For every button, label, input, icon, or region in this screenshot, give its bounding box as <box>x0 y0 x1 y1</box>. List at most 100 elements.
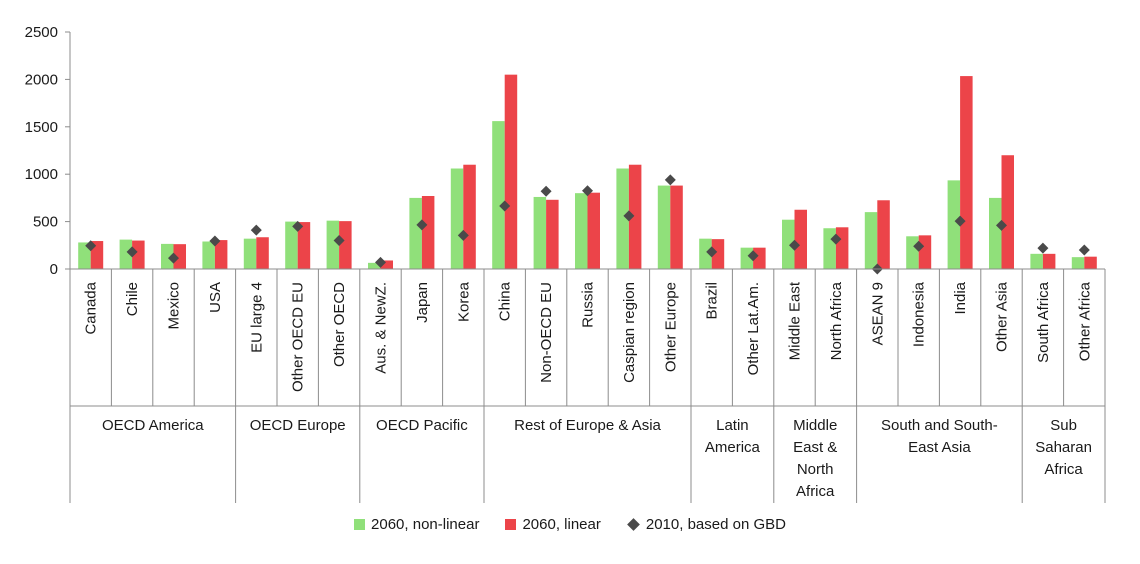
bar-linear <box>421 196 435 269</box>
bar-linear <box>670 185 683 269</box>
bar-linear <box>960 76 973 269</box>
bar-nonlinear <box>657 185 671 269</box>
group-label: OECD Pacific <box>376 417 468 434</box>
marker-gbd <box>706 246 718 258</box>
y-tick-label: 1000 <box>25 166 58 183</box>
bar-nonlinear <box>1071 257 1085 269</box>
marker-gbd <box>623 210 635 222</box>
category-label: South Africa <box>1035 281 1052 363</box>
bar-linear <box>297 222 311 269</box>
marker-gbd <box>830 233 842 245</box>
bar-nonlinear <box>161 243 174 269</box>
legend-item-nonlinear: 2060, non-linear <box>354 516 479 533</box>
bar-linear <box>173 244 186 269</box>
bar-nonlinear <box>78 242 91 269</box>
marker-gbd <box>747 250 759 262</box>
marker-gbd <box>85 240 97 252</box>
bar-nonlinear <box>285 221 298 269</box>
bar-nonlinear <box>492 121 505 269</box>
bar-linear <box>918 235 932 269</box>
bar-nonlinear <box>243 238 257 269</box>
y-tick-label: 2500 <box>25 24 58 41</box>
marker-gbd <box>416 219 428 231</box>
bar-linear <box>463 164 476 269</box>
group-label-line: East & <box>793 439 837 456</box>
category-label: Korea <box>455 281 472 322</box>
group-label-line: Africa <box>796 483 835 500</box>
legend-item-linear: 2060, linear <box>505 516 601 533</box>
bar-nonlinear <box>119 239 133 269</box>
marker-gbd <box>499 200 511 212</box>
marker-gbd <box>996 219 1007 231</box>
bar-linear <box>711 239 725 269</box>
category-label: Chile <box>124 282 141 316</box>
marker-gbd <box>168 252 179 264</box>
bars <box>78 74 1097 269</box>
marker-gbd <box>250 224 262 236</box>
group-label-line: OECD Pacific <box>376 417 468 434</box>
marker-gbd <box>913 240 925 252</box>
x-axis: Canada Chile Mexico USA EU large 4 Other OECD… <box>69 268 1106 503</box>
legend: 2060, non-linear 2060, linear 2010, base… <box>0 516 1140 533</box>
group-label-line: Middle <box>793 417 837 434</box>
bar-nonlinear <box>823 228 836 269</box>
category-label: Aus. & NewZ. <box>373 282 390 374</box>
category-label: Indonesia <box>911 281 928 347</box>
legend-swatch-linear <box>505 519 517 530</box>
bar-linear <box>1084 256 1097 269</box>
bar-nonlinear <box>947 180 961 269</box>
y-tick-label: 0 <box>50 261 58 278</box>
category-label: Non-OECD EU <box>538 282 555 383</box>
legend-swatch-nonlinear <box>354 519 366 530</box>
bar-linear <box>587 192 600 269</box>
bar-linear <box>835 227 849 269</box>
group-label-line: Latin <box>716 417 749 434</box>
bar-linear <box>877 200 890 269</box>
group-label: OECD Europe <box>250 417 346 434</box>
category-label: India <box>952 281 969 314</box>
bar-linear <box>339 221 352 269</box>
bar-linear <box>132 240 145 269</box>
bar-nonlinear <box>864 212 878 269</box>
marker-gbd <box>457 229 469 241</box>
marker-gbd <box>292 220 304 232</box>
bar-linear <box>546 199 559 269</box>
bar-linear <box>794 209 807 269</box>
category-label: Middle East <box>787 281 804 360</box>
category-label: Caspian region <box>621 282 638 383</box>
y-tick-label: 1500 <box>25 119 58 136</box>
bar-linear <box>256 237 269 269</box>
category-label: USA <box>207 282 224 313</box>
bar-linear <box>628 164 642 269</box>
marker-gbd <box>789 239 800 251</box>
category-label: Other OECD EU <box>290 282 307 392</box>
bar-nonlinear <box>1030 253 1043 269</box>
markers <box>85 174 1090 275</box>
bar-nonlinear <box>699 238 712 269</box>
category-label: ASEAN 9 <box>869 282 886 345</box>
group-label: Rest of Europe & Asia <box>514 417 661 434</box>
category-label: Other Africa <box>1076 281 1093 361</box>
bar-nonlinear <box>740 247 754 269</box>
bar-nonlinear <box>450 168 464 269</box>
marker-gbd <box>375 256 386 268</box>
group-label: South and South- East Asia <box>881 417 998 456</box>
bar-nonlinear <box>616 168 629 269</box>
group-label-line: East Asia <box>908 439 971 456</box>
group-label-line: North <box>797 461 834 478</box>
y-axis: 0 500 1000 1500 2000 2500 <box>25 24 71 278</box>
group-label-line: South and South- <box>881 417 998 434</box>
group-label-line: Africa <box>1044 461 1083 478</box>
marker-gbd <box>1037 242 1049 254</box>
bar-nonlinear <box>533 196 547 269</box>
marker-gbd <box>333 235 345 247</box>
group-label-line: OECD America <box>102 417 204 434</box>
legend-label-gbd: 2010, based on GBD <box>645 516 786 533</box>
category-label: North Africa <box>828 281 845 360</box>
marker-gbd <box>540 185 552 197</box>
bar-linear <box>1042 253 1056 269</box>
category-label: Other Asia <box>994 281 1011 352</box>
bar-linear <box>753 247 766 269</box>
legend-marker-gbd <box>626 518 640 531</box>
marker-gbd <box>582 185 593 197</box>
